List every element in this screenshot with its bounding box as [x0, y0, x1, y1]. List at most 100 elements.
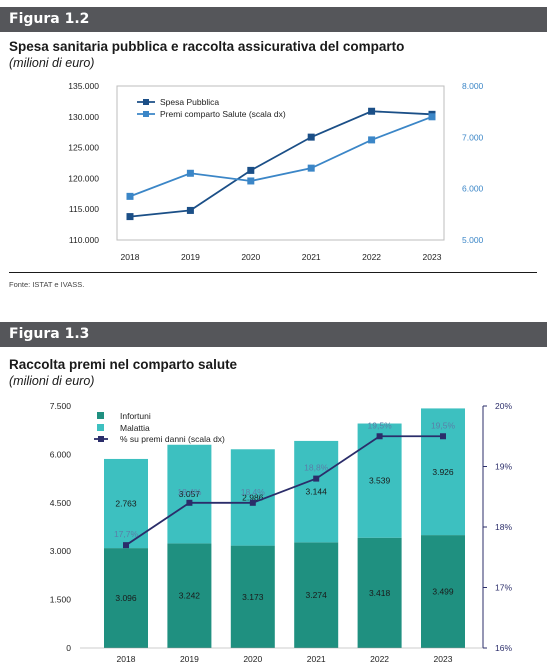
legend-marker — [143, 99, 149, 105]
data-point — [368, 107, 376, 115]
bar-infortuni — [357, 537, 402, 648]
right-axis-tick-label: 19% — [495, 462, 512, 472]
bar-infortuni — [421, 535, 465, 648]
bar-infortuni — [294, 542, 339, 648]
x-axis-tick-label: 2022 — [362, 252, 381, 262]
left-axis-tick-label: 125.000 — [68, 143, 99, 153]
legend-label: Spesa Pubblica — [160, 97, 219, 107]
left-axis-tick-label: 7.500 — [50, 401, 72, 411]
legend-label: Infortuni — [120, 411, 151, 421]
figure-header: Figura 1.3 — [0, 322, 547, 347]
left-axis-tick-label: 110.000 — [69, 235, 99, 245]
legend-label: Premi comparto Salute (scala dx) — [160, 109, 286, 119]
x-axis-tick-label: 2020 — [243, 654, 262, 664]
data-label-malattia: 2.763 — [115, 499, 137, 509]
data-point — [428, 113, 436, 121]
bar-malattia — [421, 408, 465, 536]
pct-line — [125, 435, 443, 546]
pct-point — [376, 433, 383, 440]
figure-title: Spesa sanitaria pubblica e raccolta assi… — [9, 39, 405, 54]
left-axis-tick-label: 3.000 — [50, 546, 72, 556]
bar-malattia — [167, 444, 212, 544]
pct-point — [186, 499, 193, 506]
data-label-infortuni: 3.418 — [369, 588, 391, 598]
figure-subtitle: (milioni di euro) — [9, 56, 95, 70]
right-axis-tick-label: 8.000 — [462, 81, 484, 91]
bar-infortuni — [167, 543, 212, 648]
figure-label: Figura 1.3 — [9, 326, 90, 342]
data-point — [247, 177, 255, 185]
bar-infortuni — [104, 548, 148, 648]
x-axis-tick-label: 2023 — [434, 654, 453, 664]
left-axis-tick-label: 135.000 — [68, 81, 99, 91]
data-label-infortuni: 3.173 — [242, 592, 264, 602]
right-axis-tick-label: 5.000 — [462, 235, 484, 245]
line-chart: 110.000 115.000 120.000 125.000 130.000 135.0… — [68, 81, 484, 262]
left-axis-tick-label: 130.000 — [68, 112, 99, 122]
data-point — [186, 206, 194, 214]
source-note: Fonte: ISTAT e IVASS. — [9, 280, 85, 289]
x-axis-tick-label: 2022 — [370, 654, 389, 664]
figure-title: Raccolta premi nel comparto salute — [9, 357, 238, 372]
left-axis-tick-label: 4.500 — [50, 498, 72, 508]
data-label-malattia: 3.926 — [432, 467, 454, 477]
x-axis-tick-label: 2020 — [241, 252, 260, 262]
right-axis-tick-label: 7.000 — [462, 132, 484, 142]
left-axis-tick-label: 1.500 — [50, 595, 72, 605]
data-label-malattia: 3.539 — [369, 476, 391, 486]
pct-label: 19,5% — [368, 420, 393, 430]
data-label-infortuni: 3.242 — [179, 591, 201, 601]
bar-malattia — [357, 423, 402, 538]
pct-label: 17,7% — [114, 529, 139, 539]
pct-point — [313, 475, 320, 482]
pct-label: 18,4% — [177, 487, 202, 497]
data-label-infortuni: 3.274 — [306, 590, 328, 600]
data-label-infortuni: 3.499 — [432, 587, 454, 597]
data-point — [126, 192, 134, 200]
bar-malattia — [104, 458, 148, 549]
data-point — [307, 164, 315, 172]
x-axis-tick-label: 2019 — [180, 654, 199, 664]
series-line — [129, 110, 433, 218]
legend-label: % su premi danni (scala dx) — [120, 434, 225, 444]
bar-infortuni — [230, 545, 275, 648]
data-label-malattia: 2.986 — [242, 492, 264, 502]
figure-label: Figura 1.2 — [9, 11, 90, 27]
legend-swatch-malattia — [97, 424, 104, 431]
data-point — [126, 213, 134, 221]
legend-marker — [98, 436, 104, 442]
x-axis-tick-label: 2019 — [181, 252, 200, 262]
x-axis-tick-label: 2021 — [302, 252, 321, 262]
data-point — [247, 166, 255, 174]
x-axis-tick-label: 2018 — [117, 654, 136, 664]
left-axis-tick-label: 115.000 — [69, 204, 99, 214]
series-line — [129, 115, 433, 198]
pct-label: 18,4% — [241, 487, 266, 497]
pct-label: 18,8% — [304, 463, 329, 473]
legend-label: Malattia — [120, 423, 150, 433]
pct-point — [123, 542, 129, 549]
x-axis-tick-label: 2023 — [423, 252, 442, 262]
right-axis-tick-label: 16% — [495, 643, 512, 653]
divider — [9, 272, 537, 273]
data-label-malattia: 3.144 — [306, 487, 328, 497]
right-axis-tick-label: 18% — [495, 522, 512, 532]
pct-label: 19,5% — [431, 420, 456, 430]
legend-swatch-infortuni — [97, 412, 104, 419]
figure-header: Figura 1.2 — [0, 7, 547, 32]
figure-subtitle: (milioni di euro) — [9, 374, 95, 388]
left-axis-tick-label: 120.000 — [68, 173, 99, 183]
stacked-bar-chart: 0 1.500 3.000 4.500 6.000 7.500 3.096 2.763 2018… — [50, 401, 513, 664]
plot-frame — [116, 85, 445, 241]
data-label-infortuni: 3.096 — [115, 593, 137, 603]
left-axis-tick-label: 6.000 — [50, 449, 72, 459]
pct-point — [249, 499, 256, 506]
data-label-malattia: 3.057 — [179, 489, 201, 499]
x-axis-tick-label: 2021 — [307, 654, 326, 664]
right-axis-tick-label: 20% — [495, 401, 512, 411]
data-point — [186, 169, 194, 177]
data-point — [368, 136, 376, 144]
right-axis-tick-label: 17% — [495, 583, 512, 593]
left-axis-tick-label: 0 — [66, 643, 71, 653]
bar-malattia — [294, 440, 339, 543]
